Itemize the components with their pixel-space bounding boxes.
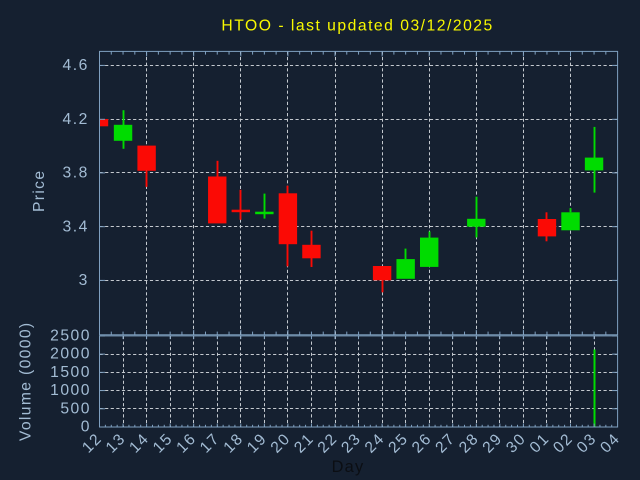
- svg-text:Volume (0000): Volume (0000): [18, 322, 35, 442]
- svg-text:0: 0: [81, 419, 91, 436]
- svg-text:500: 500: [60, 400, 91, 417]
- svg-text:HTOO - last updated 03/12/2025: HTOO - last updated 03/12/2025: [221, 17, 493, 34]
- svg-text:2000: 2000: [50, 346, 91, 363]
- svg-text:4.2: 4.2: [62, 111, 88, 128]
- svg-text:3.4: 3.4: [62, 219, 88, 236]
- svg-text:Price: Price: [31, 170, 48, 213]
- svg-text:Day: Day: [332, 458, 365, 476]
- svg-text:3: 3: [79, 272, 89, 289]
- svg-text:4.6: 4.6: [62, 57, 88, 74]
- svg-text:1000: 1000: [50, 382, 91, 399]
- svg-text:2500: 2500: [50, 328, 91, 345]
- svg-text:1500: 1500: [50, 364, 91, 381]
- svg-text:3.8: 3.8: [62, 165, 88, 182]
